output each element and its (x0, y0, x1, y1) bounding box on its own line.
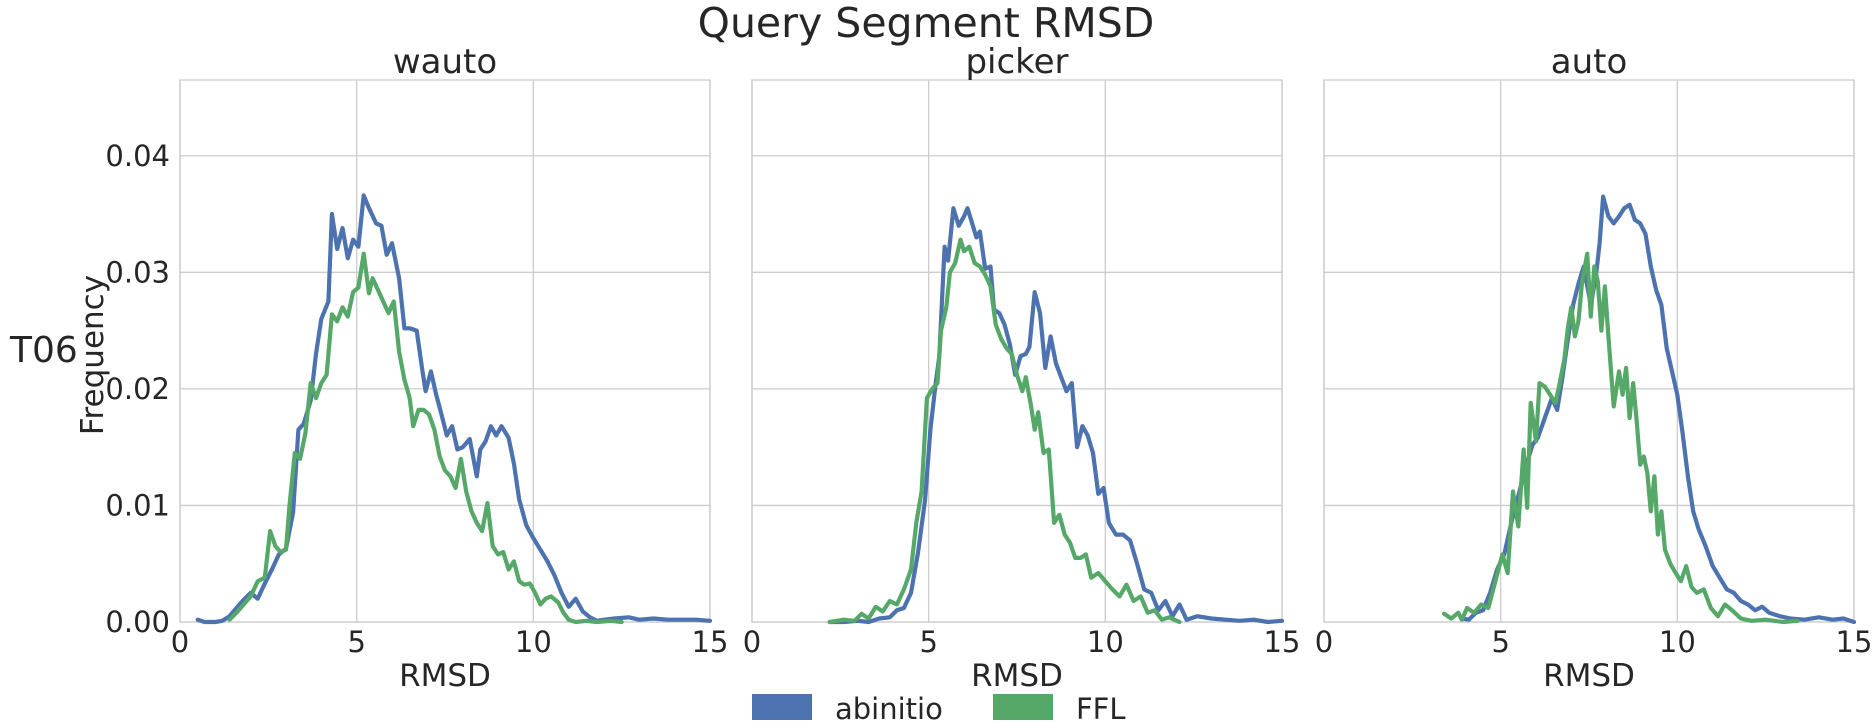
legend-label-ffl: FFL (1076, 692, 1126, 726)
x-axis-label: RMSD (1543, 658, 1635, 694)
x-tick-label: 5 (347, 625, 365, 659)
x-tick-label: 15 (692, 625, 729, 659)
x-tick-label: 0 (171, 625, 189, 659)
subplot-title: auto (1551, 42, 1628, 82)
y-tick-label: 0.02 (105, 372, 170, 406)
legend-label-abinitio: abinitio (835, 692, 943, 726)
subplot-picker: 0 5 10 15 picker RMSD (743, 42, 1301, 694)
series-line-abinitio (1459, 194, 1857, 625)
x-tick-label: 10 (1659, 625, 1696, 659)
x-axis-label: RMSD (399, 658, 491, 694)
series-line-abinitio (195, 193, 713, 625)
x-tick-label: 5 (1491, 625, 1509, 659)
series-line-ffl (827, 237, 1182, 625)
series-line-ffl (227, 251, 624, 625)
y-axis-label: Frequency (75, 275, 111, 435)
y-tick-label: 0.01 (105, 488, 170, 522)
x-axis-label: RMSD (971, 658, 1063, 694)
x-tick-label: 0 (1315, 625, 1333, 659)
legend: abinitio FFL (752, 692, 1126, 726)
series-line-abinitio (827, 206, 1285, 625)
plot-frame (751, 79, 1283, 623)
subplot-title: picker (965, 42, 1068, 82)
plot-frame (179, 79, 711, 623)
y-tick-label: 0.03 (105, 255, 170, 289)
figure-title: Query Segment RMSD (698, 0, 1155, 47)
y-tick-label: 0.04 (105, 139, 170, 173)
subplot-wauto: 0 5 10 15 0.00 0.01 0.02 0.03 0.04 wauto RMSD Frequ… (75, 42, 728, 694)
x-tick-label: 0 (743, 625, 761, 659)
row-label: T06 (9, 330, 78, 371)
y-tick-label: 0.00 (105, 605, 170, 639)
plot-frame (1323, 79, 1855, 623)
subplot-panels: 0 5 10 15 0.00 0.01 0.02 0.03 0.04 wauto RMSD Frequ… (75, 42, 1872, 694)
subplot-title: wauto (393, 42, 497, 82)
legend-swatch-abinitio (752, 694, 812, 720)
legend-swatch-ffl (993, 694, 1053, 720)
series-line-ffl (1442, 251, 1800, 625)
x-tick-label: 15 (1836, 625, 1873, 659)
x-tick-label: 15 (1264, 625, 1301, 659)
x-tick-label: 10 (515, 625, 552, 659)
subplot-auto: 0 5 10 15 auto RMSD (1315, 42, 1873, 694)
x-tick-label: 10 (1087, 625, 1124, 659)
x-tick-label: 5 (919, 625, 937, 659)
